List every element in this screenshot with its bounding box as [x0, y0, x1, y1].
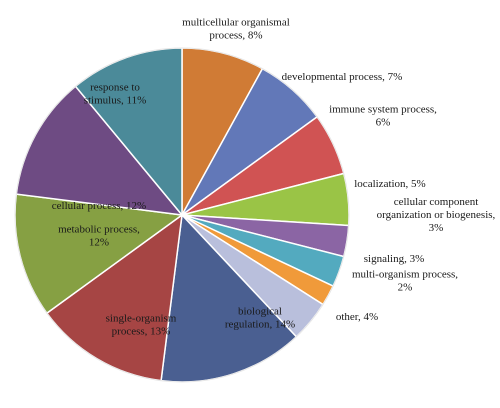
pie-slices	[14, 47, 350, 383]
slice-label-12: response to stimulus, 11%	[84, 82, 147, 107]
slice-label-9: single-organism process, 13%	[106, 313, 177, 338]
pie-rim	[14, 47, 350, 383]
slice-label-10: metabolic process, 12%	[58, 224, 140, 249]
slice-label-2: immune system process, 6%	[329, 104, 437, 129]
slice-label-6: multi-organism process, 2%	[352, 269, 458, 294]
slice-label-11: cellular process, 12%	[52, 200, 146, 212]
pie-labels: multicellular organismal process, 8% devel…	[52, 17, 496, 338]
slice-label-0: multicellular organismal process, 8%	[182, 17, 290, 42]
slice-label-5: signaling, 3%	[364, 253, 425, 265]
slice-label-3: localization, 5%	[354, 178, 425, 190]
slice-label-1: developmental process, 7%	[282, 71, 403, 83]
slice-label-7: other, 4%	[336, 311, 378, 323]
slice-label-4: cellular component organization or biogen…	[377, 196, 496, 234]
slice-label-8: biological regulation, 14%	[225, 306, 295, 331]
